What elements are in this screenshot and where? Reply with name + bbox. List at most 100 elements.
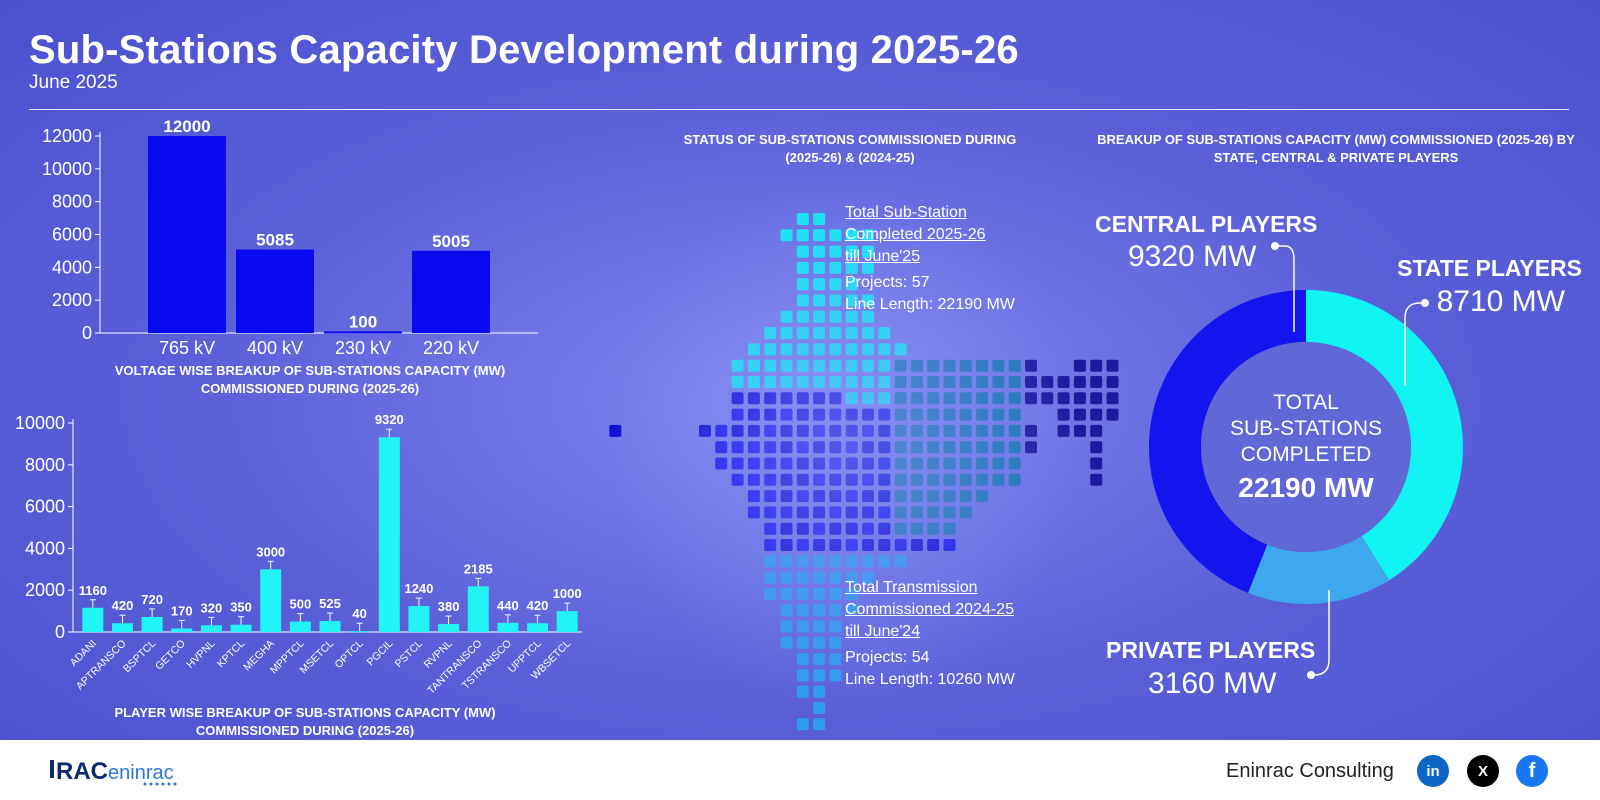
player-bar-value: 1000 [553,586,582,601]
donut-caption: BREAKUP OF SUB-STATIONS CAPACITY (MW) CO… [1097,132,1575,165]
donut-slice [1306,290,1463,581]
map-tile [1090,359,1103,372]
voltage-y-tick-label: 10000 [42,159,92,179]
player-bar-value: 500 [290,597,312,612]
player-bar [319,621,341,632]
map-tile [1106,376,1119,388]
info-box-2025-heading-1: Total Sub-Station [845,204,967,221]
player-bar [82,607,104,632]
player-bar [171,628,193,632]
player-bar-value: 525 [319,596,341,611]
player-bar [141,616,163,632]
voltage-bar [324,331,402,334]
player-bar [527,623,549,632]
voltage-bar-value: 5085 [256,231,294,250]
player-category-label: OPTCL [333,638,366,671]
donut-center-value: 22190 MW [1238,472,1374,503]
map-tile [1090,424,1103,437]
player-bar [408,606,430,632]
central-players-label: CENTRAL PLAYERS [1095,211,1317,237]
player-chart-caption: PLAYER WISE BREAKUP OF SUB-STATIONS CAPA… [114,705,496,738]
info-box-2025: Total Sub-Station Completed 2025-26 till… [845,202,1015,316]
central-leader-dot [1271,242,1279,250]
voltage-bar [236,249,314,333]
map-tile [1090,441,1103,454]
info-box-2024: Total Transmission Commissioned 2024-25 … [845,577,1015,691]
map-tile [813,718,826,731]
voltage-y-tick-label: 4000 [52,257,92,277]
player-bar [497,622,519,632]
player-bar-value: 380 [438,599,460,614]
voltage-category-label: 220 kV [423,338,479,358]
player-bar-value: 2185 [464,561,493,576]
player-bar-value: 440 [497,598,519,613]
info-box-2025-projects: Projects: 57 [845,274,930,291]
player-bar [438,624,460,632]
player-bar [349,631,371,633]
donut-hole [1201,342,1411,552]
player-bar-value: 1240 [404,581,433,596]
voltage-bar-value: 5005 [432,232,470,251]
info-box-2025-line: Line Length: 22190 MW [845,296,1015,313]
player-category-label: HVPNL [184,638,217,671]
map-tile [1090,457,1103,470]
donut-slice [1148,290,1306,593]
player-y-tick-label: 10000 [15,413,65,433]
footer [0,740,1600,800]
svg-text:RAC: RAC [56,758,108,785]
voltage-y-tick-label: 8000 [52,192,92,212]
svg-text:eninrac: eninrac [108,762,174,784]
info-box-2024-line: Line Length: 10260 MW [845,671,1015,688]
voltage-y-tick-label: 12000 [42,126,92,146]
player-bar [289,621,311,632]
map-panel [608,175,1082,712]
player-bar-value: 720 [141,592,163,607]
central-players-value: 9320 MW [1128,240,1257,273]
player-bar-value: 40 [352,606,366,621]
player-bar-value: 3000 [256,544,285,559]
private-players-label: PRIVATE PLAYERS [1106,637,1315,663]
map-caption: STATUS OF SUB-STATIONS COMMISSIONED DURI… [683,132,1017,165]
voltage-category-label: 400 kV [247,338,303,358]
voltage-bar [412,250,490,333]
player-bar-value: 1160 [79,583,107,598]
info-box-2024-heading-3: till June'24 [845,623,921,640]
player-bar-value: 350 [230,600,252,615]
player-bar [230,624,252,632]
donut-center-line: COMPLETED [1241,443,1372,466]
linkedin-icon[interactable]: in [1417,755,1449,787]
header-divider [29,109,1569,110]
player-bar-value: 320 [201,600,223,615]
player-bar-value: 9320 [375,412,404,427]
info-box-2024-heading-2: Commissioned 2024-25 [845,601,1014,618]
map-tile [1106,408,1119,421]
player-y-tick-label: 0 [55,622,65,642]
player-y-tick-label: 4000 [25,538,65,558]
central-leader-line [1275,245,1295,332]
state-players-label: STATE PLAYERS [1397,255,1582,281]
map-tile [796,718,809,731]
x-icon[interactable]: X [1467,755,1499,787]
eninrac-logo: RAC eninrac [50,758,177,786]
player-category-label: GETCO [153,638,188,673]
player-bar [200,625,222,632]
player-y-tick-label: 8000 [25,455,65,475]
voltage-y-tick-label: 6000 [52,225,92,245]
info-box-2024-projects: Projects: 54 [845,649,930,666]
private-players-value: 3160 MW [1148,667,1277,700]
map-tile [1106,359,1119,372]
player-bar [260,569,282,632]
map-tile [1106,392,1119,405]
player-bar [378,437,400,632]
map-tile [1090,473,1103,486]
facebook-icon[interactable]: f [1516,755,1548,787]
info-box-2025-heading-2: Completed 2025-26 [845,226,986,243]
voltage-category-label: 765 kV [159,338,215,358]
page-subtitle: June 2025 [29,72,118,93]
voltage-bar-value: 12000 [163,117,210,136]
map-tile [1090,376,1103,388]
player-category-label: PGCIL [365,638,396,669]
player-y-tick-label: 2000 [25,580,65,600]
voltage-y-tick-label: 2000 [52,290,92,310]
donut-center-line: TOTAL [1273,391,1339,414]
